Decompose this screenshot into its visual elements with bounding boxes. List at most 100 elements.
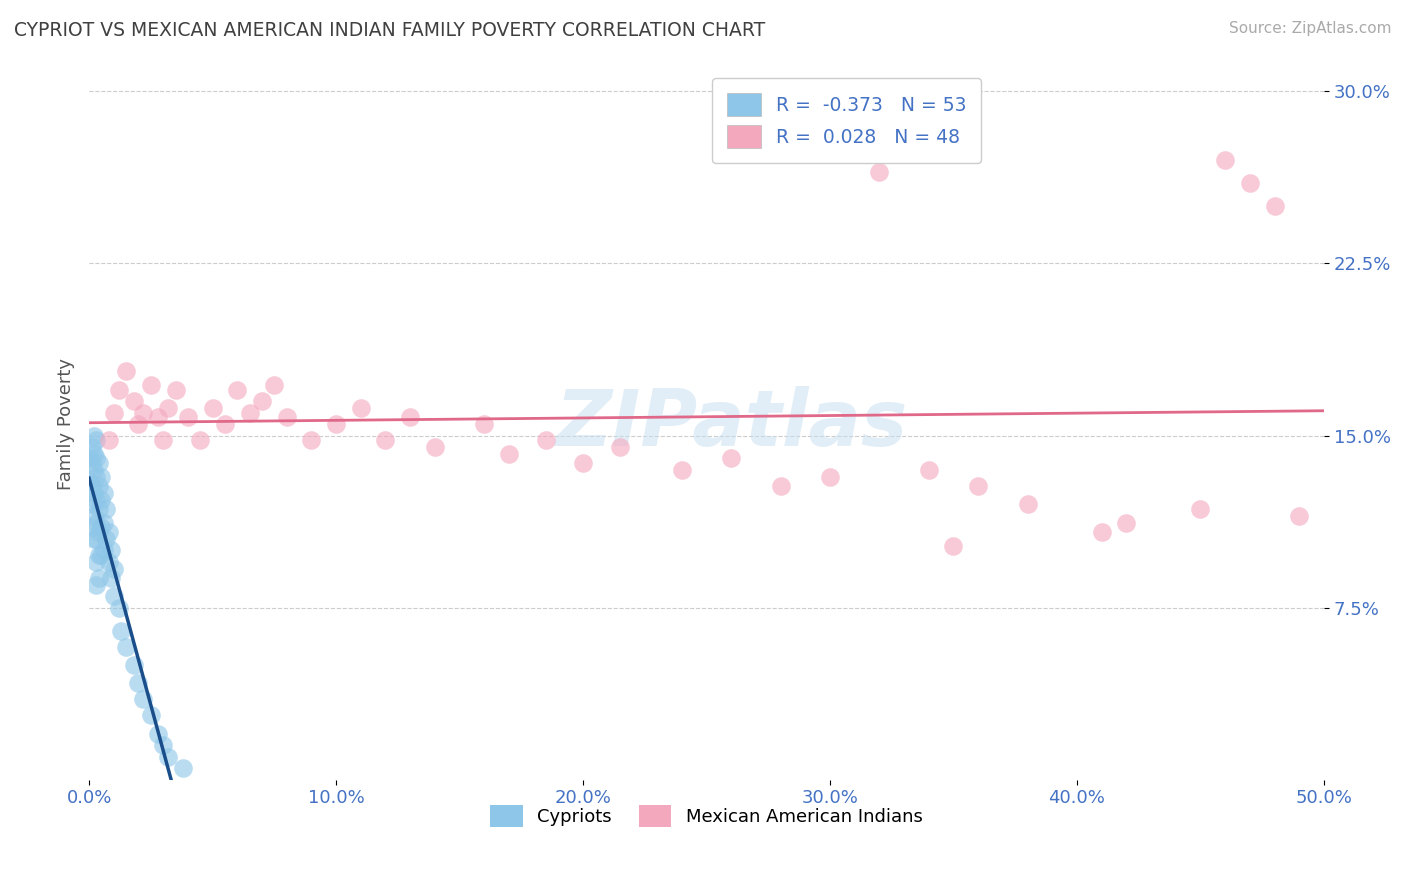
Point — [1263, 199, 1285, 213]
Point — [83, 463, 105, 477]
Point — [942, 539, 965, 553]
Point — [172, 761, 194, 775]
Point — [177, 410, 200, 425]
Point — [87, 548, 110, 562]
Point — [87, 479, 110, 493]
Point — [122, 657, 145, 672]
Point — [122, 394, 145, 409]
Point — [165, 383, 187, 397]
Point — [80, 479, 103, 493]
Point — [152, 433, 174, 447]
Point — [80, 520, 103, 534]
Point — [572, 456, 595, 470]
Point — [86, 492, 108, 507]
Point — [77, 475, 100, 489]
Point — [103, 589, 125, 603]
Point — [350, 401, 373, 415]
Point — [80, 456, 103, 470]
Point — [132, 692, 155, 706]
Point — [86, 532, 108, 546]
Point — [80, 497, 103, 511]
Point — [967, 479, 990, 493]
Y-axis label: Family Poverty: Family Poverty — [58, 358, 75, 490]
Point — [110, 624, 132, 638]
Point — [1288, 508, 1310, 523]
Text: CYPRIOT VS MEXICAN AMERICAN INDIAN FAMILY POVERTY CORRELATION CHART: CYPRIOT VS MEXICAN AMERICAN INDIAN FAMIL… — [14, 21, 765, 39]
Point — [115, 364, 138, 378]
Point — [325, 417, 347, 431]
Point — [152, 738, 174, 752]
Point — [97, 433, 120, 447]
Point — [103, 406, 125, 420]
Point — [148, 727, 170, 741]
Point — [103, 561, 125, 575]
Point — [1017, 497, 1039, 511]
Point — [472, 417, 495, 431]
Point — [720, 451, 742, 466]
Point — [96, 502, 118, 516]
Point — [127, 417, 149, 431]
Point — [214, 417, 236, 431]
Point — [1239, 176, 1261, 190]
Point — [83, 447, 105, 461]
Point — [157, 401, 180, 415]
Text: Source: ZipAtlas.com: Source: ZipAtlas.com — [1229, 21, 1392, 36]
Point — [115, 640, 138, 654]
Point — [139, 378, 162, 392]
Point — [96, 532, 118, 546]
Point — [157, 749, 180, 764]
Point — [83, 428, 105, 442]
Point — [818, 470, 841, 484]
Point — [918, 463, 941, 477]
Point — [107, 600, 129, 615]
Point — [86, 555, 108, 569]
Point — [1189, 502, 1212, 516]
Point — [86, 577, 108, 591]
Point — [534, 433, 557, 447]
Point — [263, 378, 285, 392]
Point — [87, 456, 110, 470]
Point — [97, 524, 120, 539]
Point — [83, 486, 105, 500]
Point — [90, 548, 112, 562]
Point — [374, 433, 396, 447]
Point — [86, 470, 108, 484]
Point — [107, 383, 129, 397]
Point — [80, 440, 103, 454]
Point — [93, 543, 115, 558]
Point — [671, 463, 693, 477]
Point — [86, 451, 108, 466]
Point — [498, 447, 520, 461]
Legend: Cypriots, Mexican American Indians: Cypriots, Mexican American Indians — [484, 798, 929, 835]
Point — [86, 516, 108, 530]
Point — [139, 708, 162, 723]
Point — [609, 440, 631, 454]
Point — [90, 470, 112, 484]
Point — [83, 532, 105, 546]
Point — [93, 516, 115, 530]
Point — [1213, 153, 1236, 168]
Point — [77, 451, 100, 466]
Point — [87, 524, 110, 539]
Point — [250, 394, 273, 409]
Point — [132, 406, 155, 420]
Point — [100, 543, 122, 558]
Point — [148, 410, 170, 425]
Point — [423, 440, 446, 454]
Point — [868, 165, 890, 179]
Point — [276, 410, 298, 425]
Point — [93, 486, 115, 500]
Point — [769, 479, 792, 493]
Point — [127, 676, 149, 690]
Point — [226, 383, 249, 397]
Point — [83, 508, 105, 523]
Point — [87, 571, 110, 585]
Point — [97, 555, 120, 569]
Point — [87, 502, 110, 516]
Point — [100, 571, 122, 585]
Point — [90, 520, 112, 534]
Point — [239, 406, 262, 420]
Point — [188, 433, 211, 447]
Point — [86, 433, 108, 447]
Point — [1091, 524, 1114, 539]
